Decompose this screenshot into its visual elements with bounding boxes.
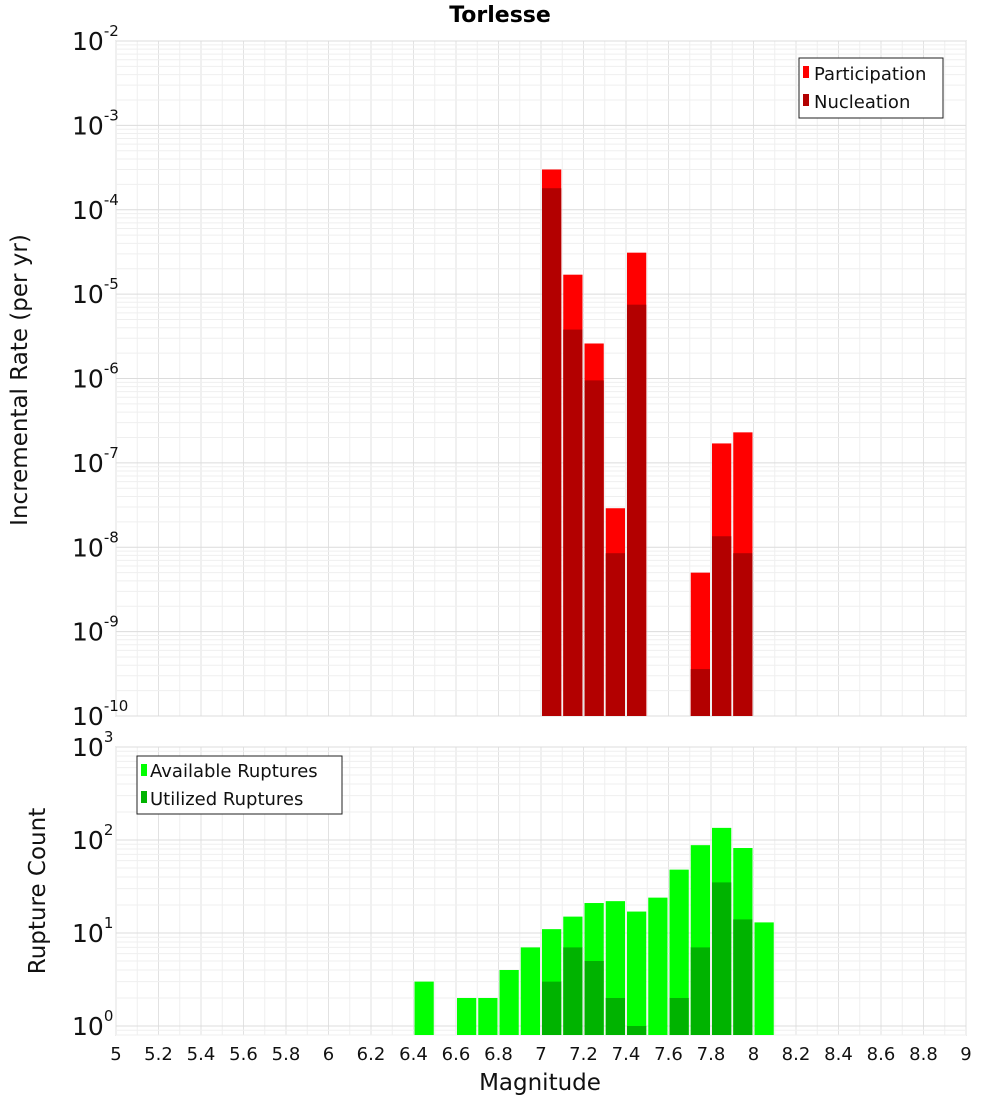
bottom-y-ticks: 100 101 102 103	[72, 728, 113, 1041]
legend-swatch-available	[141, 764, 147, 776]
bottom-y-tick-label: 101	[72, 914, 113, 948]
bottom-legend: Available Ruptures Utilized Ruptures	[136, 755, 343, 815]
bottom-bar-utilized-ruptures	[563, 947, 583, 1035]
x-tick-label: 7.6	[654, 1044, 683, 1065]
bottom-bar-available-ruptures	[478, 997, 498, 1035]
x-tick-label: 5	[110, 1044, 121, 1065]
bottom-bar-available-ruptures	[627, 911, 647, 1035]
bottom-gridlines	[115, 746, 967, 1036]
x-tick-label: 6	[323, 1044, 334, 1065]
bottom-bars	[414, 827, 774, 1035]
top-y-axis-label: Incremental Rate (per yr)	[7, 234, 33, 526]
bottom-bar-utilized-ruptures	[690, 947, 710, 1035]
top-bar-nucleation	[563, 329, 583, 716]
legend-label-available: Available Ruptures	[150, 761, 318, 782]
bottom-bar-utilized-ruptures	[542, 981, 562, 1035]
top-panel: 10-10 10-9 10-8 10-7 10-6 10-5 10-4 10-3 10-2 In…	[7, 22, 967, 731]
top-gridlines	[115, 40, 967, 717]
bottom-bar-utilized-ruptures	[605, 997, 625, 1035]
bottom-panel: 100 101 102 103 5 5.2 5.4 5.6 5.8 6 6.2 6.4 6.6 6.8 7…	[25, 728, 972, 1096]
chart-title: Torlesse	[449, 3, 551, 28]
x-tick-label: 8.4	[824, 1044, 853, 1065]
x-tick-label: 5.2	[144, 1044, 173, 1065]
top-legend: Participation Nucleation	[798, 57, 944, 119]
bottom-y-tick-label: 100	[72, 1007, 113, 1041]
top-bar-nucleation	[542, 188, 562, 717]
x-axis-label: Magnitude	[479, 1070, 601, 1096]
top-y-tick-label: 10-7	[72, 444, 119, 478]
top-bar-nucleation	[605, 553, 625, 716]
top-bar-nucleation	[733, 553, 753, 716]
top-y-tick-label: 10-6	[72, 360, 119, 394]
top-bar-nucleation	[690, 669, 710, 716]
bottom-bar-available-ruptures	[754, 922, 774, 1035]
x-tick-label: 8.8	[909, 1044, 938, 1065]
bottom-bar-available-ruptures	[520, 947, 540, 1035]
bottom-y-tick-label: 102	[72, 821, 113, 855]
bottom-bar-utilized-ruptures	[712, 882, 732, 1035]
x-tick-label: 7.8	[697, 1044, 726, 1065]
x-tick-label: 6.6	[442, 1044, 471, 1065]
top-legend-box	[798, 57, 944, 119]
x-tick-label: 6.4	[399, 1044, 428, 1065]
x-tick-label: 5.8	[272, 1044, 301, 1065]
top-y-tick-label: 10-8	[72, 528, 119, 562]
x-tick-label: 5.4	[187, 1044, 216, 1065]
legend-label-participation: Participation	[814, 64, 926, 85]
x-tick-label: 7.2	[569, 1044, 598, 1065]
x-tick-label: 8.6	[867, 1044, 896, 1065]
x-tick-label: 8.2	[782, 1044, 811, 1065]
bottom-bar-utilized-ruptures	[627, 1025, 647, 1035]
top-bar-nucleation	[627, 304, 647, 716]
x-tick-label: 5.6	[229, 1044, 258, 1065]
x-tick-label: 9	[960, 1044, 971, 1065]
top-y-tick-label: 10-4	[72, 191, 119, 225]
bottom-y-axis-label: Rupture Count	[25, 808, 51, 974]
top-bar-nucleation	[584, 380, 604, 716]
bottom-y-tick-label: 103	[72, 728, 113, 762]
top-y-tick-label: 10-3	[72, 106, 119, 140]
bottom-bar-utilized-ruptures	[584, 960, 604, 1035]
bottom-legend-box	[136, 755, 343, 815]
legend-swatch-nucleation	[803, 94, 809, 106]
bottom-bar-available-ruptures	[499, 969, 519, 1035]
bottom-bar-utilized-ruptures	[733, 919, 753, 1035]
legend-label-nucleation: Nucleation	[814, 92, 910, 113]
x-ticks: 5 5.2 5.4 5.6 5.8 6 6.2 6.4 6.6 6.8 7 7.2 7.4 7.6 7.8 8…	[110, 1044, 971, 1065]
top-y-tick-label: 10-5	[72, 275, 119, 309]
legend-swatch-utilized	[141, 791, 147, 803]
x-tick-label: 7.4	[612, 1044, 641, 1065]
top-y-tick-label: 10-2	[72, 22, 119, 56]
bottom-bar-utilized-ruptures	[669, 997, 689, 1035]
x-tick-label: 6.8	[484, 1044, 513, 1065]
top-bar-nucleation	[712, 536, 732, 716]
top-y-tick-label: 10-9	[72, 613, 119, 647]
x-tick-label: 8	[748, 1044, 759, 1065]
bottom-bar-available-ruptures	[648, 897, 668, 1035]
legend-label-utilized: Utilized Ruptures	[150, 789, 303, 810]
legend-swatch-participation	[803, 66, 809, 78]
top-y-ticks: 10-10 10-9 10-8 10-7 10-6 10-5 10-4 10-3 10-2	[72, 22, 128, 731]
x-tick-label: 6.2	[357, 1044, 386, 1065]
top-bars	[542, 169, 753, 717]
top-y-tick-label: 10-10	[72, 697, 128, 731]
x-tick-label: 7	[535, 1044, 546, 1065]
bottom-bar-available-ruptures	[669, 869, 689, 1035]
bottom-bar-available-ruptures	[414, 981, 434, 1035]
bottom-bar-available-ruptures	[457, 997, 477, 1035]
